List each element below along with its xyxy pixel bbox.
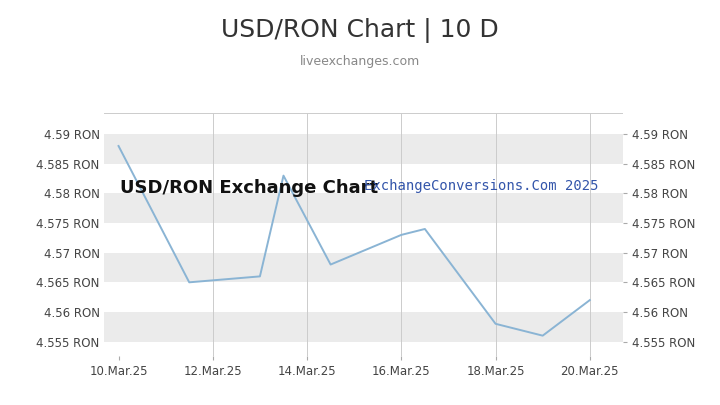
Bar [104,253,623,282]
Text: ExchangeConversions.Com 2025: ExchangeConversions.Com 2025 [364,179,598,193]
Bar [104,312,623,341]
Text: USD/RON Exchange Chart: USD/RON Exchange Chart [120,179,378,197]
Bar [104,134,623,164]
Text: liveexchanges.com: liveexchanges.com [300,55,420,68]
Text: USD/RON Chart | 10 D: USD/RON Chart | 10 D [221,18,499,43]
Bar [104,194,623,223]
